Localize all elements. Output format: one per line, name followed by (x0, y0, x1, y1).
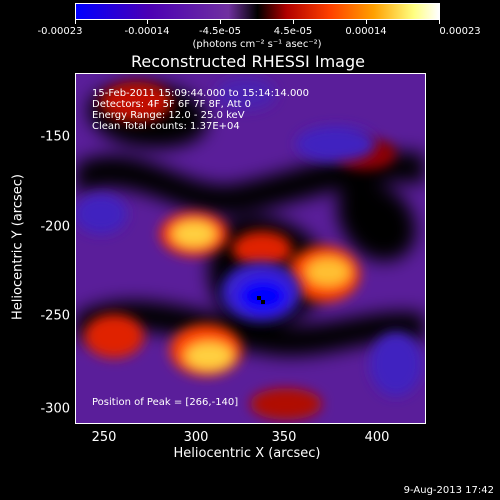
y-tick-label: -150 (40, 129, 70, 145)
y-tick-label: -250 (40, 308, 70, 324)
x-tick-label: 350 (271, 430, 297, 445)
colorbar-gradient (76, 4, 439, 19)
energy-range-label: Energy Range: 12.0 - 25.0 keV (92, 110, 245, 121)
colorbar-tick (220, 20, 221, 24)
colorbar-tick (439, 20, 440, 24)
x-axis-label: Heliocentric X (arcsec) (173, 446, 321, 461)
colorbar-tick-label: 0.00023 (439, 26, 481, 37)
colorbar-tick-label: -4.5e-05 (199, 26, 241, 37)
y-tick-label: -200 (40, 219, 70, 235)
colorbar-tick (147, 20, 148, 24)
colorbar-tick-label: -0.00014 (124, 26, 170, 37)
colorbar-tick-label: 0.00014 (345, 26, 387, 37)
colorbar-tick (366, 20, 367, 24)
colorbar-units: (photons cm⁻² s⁻¹ asec⁻²) (192, 39, 322, 50)
colorbar-tick-label: -0.00023 (37, 26, 83, 37)
x-tick-label: 400 (364, 430, 390, 445)
x-tick-label: 250 (91, 430, 117, 445)
timestamp-footer: 9-Aug-2013 17:42 (403, 485, 494, 496)
colorbar-tick (75, 20, 76, 24)
colorbar (75, 3, 440, 20)
heatmap-image (76, 74, 425, 423)
time-range-label: 15-Feb-2011 15:09:44.000 to 15:14:14.000 (92, 88, 310, 99)
peak-position-label: Position of Peak = [266,-140] (92, 397, 239, 408)
clean-counts-label: Clean Total counts: 1.37E+04 (92, 121, 240, 132)
y-axis-label: Heliocentric Y (arcsec) (10, 174, 26, 320)
plot-frame (75, 73, 426, 424)
plot-title: Reconstructed RHESSI Image (131, 52, 365, 71)
y-tick-label: -300 (40, 401, 70, 417)
colorbar-tick (293, 20, 294, 24)
detectors-label: Detectors: 4F 5F 6F 7F 8F, Att 0 (92, 99, 252, 110)
colorbar-tick-label: 4.5e-05 (273, 26, 313, 37)
x-tick-label: 300 (183, 430, 209, 445)
